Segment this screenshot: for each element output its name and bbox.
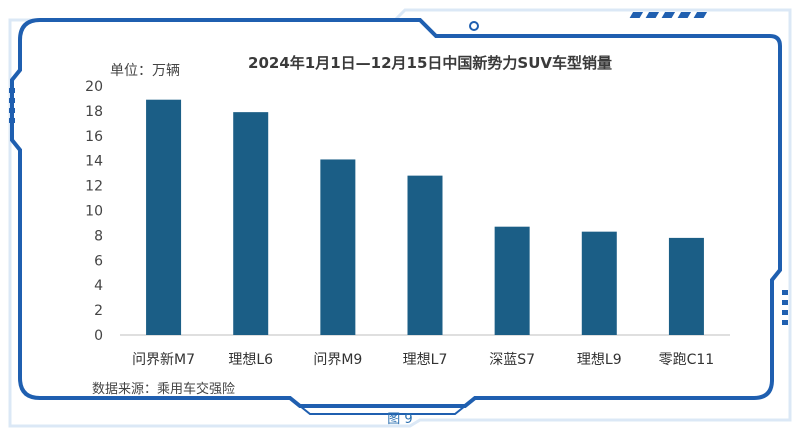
chart-title: 2024年1月1日—12月15日中国新势力SUV车型销量: [248, 54, 612, 72]
x-tick-label: 理想L9: [577, 352, 622, 368]
y-tick-label: 12: [85, 179, 103, 195]
bar: [668, 237, 704, 335]
x-tick-label: 深蓝S7: [489, 352, 535, 368]
bar: [407, 175, 443, 335]
unit-label: 单位：万辆: [110, 63, 180, 79]
y-tick-label: 18: [85, 104, 103, 120]
y-tick-label: 20: [85, 79, 103, 95]
y-tick-label: 10: [85, 204, 103, 220]
bar: [494, 226, 530, 335]
bar: [146, 99, 182, 335]
y-tick-label: 0: [94, 328, 103, 344]
source-note: 数据来源：乘用车交强险: [92, 382, 236, 397]
y-tick-label: 14: [85, 154, 103, 170]
x-tick-label: 理想L7: [403, 352, 448, 368]
bar: [581, 231, 617, 335]
x-tick-label: 零跑C11: [659, 352, 715, 368]
y-tick-label: 6: [94, 253, 103, 269]
figure-label: 图 9: [387, 412, 413, 427]
x-tick-label: 问界新M7: [132, 352, 195, 368]
y-tick-label: 4: [94, 278, 103, 294]
bar: [233, 112, 269, 336]
y-tick-label: 8: [94, 228, 103, 244]
x-tick-label: 理想L6: [228, 352, 273, 368]
bar: [320, 159, 356, 335]
y-tick-label: 16: [85, 129, 103, 145]
y-tick-label: 2: [94, 303, 103, 319]
x-tick-label: 问界M9: [313, 352, 362, 368]
